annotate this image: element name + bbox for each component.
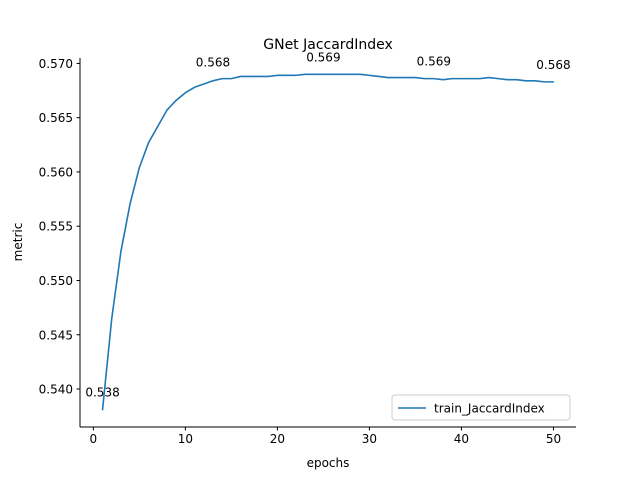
y-axis-label: metric [11, 223, 25, 262]
y-tick-label: 0.555 [39, 220, 73, 234]
x-tick-label: 40 [454, 432, 469, 446]
x-axis-ticks: 0 10 20 30 40 50 [90, 427, 561, 446]
data-label: 0.538 [85, 386, 119, 400]
legend-box [391, 394, 571, 421]
x-axis-label: epochs [307, 456, 350, 470]
x-tick-label: 0 [90, 432, 98, 446]
series-line [101, 73, 555, 411]
legend: train_JaccardIndex [391, 394, 571, 421]
series-layer [101, 73, 555, 411]
y-tick-label: 0.550 [39, 274, 73, 288]
y-tick-label: 0.545 [39, 328, 73, 342]
x-tick-label: 50 [546, 432, 561, 446]
data-label: 0.568 [536, 58, 570, 72]
data-labels: 0.538 0.568 0.569 0.569 0.568 [85, 50, 570, 399]
data-label: 0.569 [306, 50, 340, 64]
data-label: 0.569 [417, 55, 451, 69]
x-tick-label: 20 [270, 432, 285, 446]
legend-label: train_JaccardIndex [434, 402, 545, 416]
chart-title: GNet JaccardIndex [263, 37, 393, 53]
y-tick-label: 0.540 [39, 383, 73, 397]
y-tick-label: 0.570 [39, 57, 73, 71]
data-label: 0.568 [196, 56, 230, 70]
y-axis-ticks: 0.540 0.545 0.550 0.555 0.560 0.565 0.570 [39, 57, 80, 397]
x-tick-label: 30 [362, 432, 377, 446]
y-tick-label: 0.565 [39, 111, 73, 125]
x-tick-label: 10 [178, 432, 193, 446]
y-tick-label: 0.560 [39, 165, 73, 179]
